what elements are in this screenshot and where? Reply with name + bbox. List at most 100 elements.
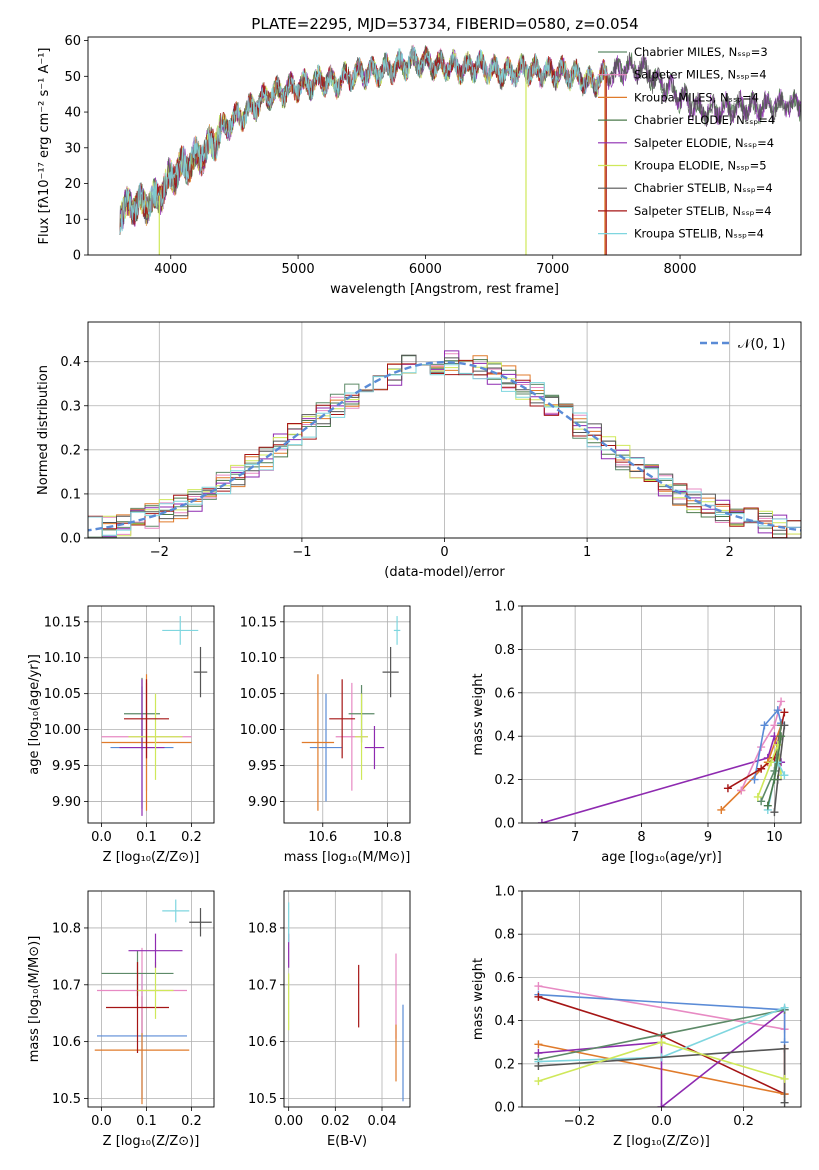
x-axis-label: Z [log₁₀(Z/Z⊙)]	[103, 850, 200, 865]
y-axis-label: Normed distribution	[36, 365, 51, 495]
x-tick-label: 2	[726, 545, 734, 560]
weight-marker	[717, 805, 726, 814]
panel-age-vs-mass: 10.6 10.8 9.90 9.95 10.00 10.05 10.10 10.15 mass…	[240, 605, 411, 865]
y-tick-label: 0.0	[494, 1101, 515, 1116]
y-tick-label: 0.6	[494, 686, 515, 701]
y-tick-label: 10.6	[52, 1035, 81, 1050]
y-tick-label: 60	[64, 34, 81, 49]
x-tick-label: 0.00	[274, 1114, 303, 1129]
y-tick-label: 0.4	[494, 1014, 515, 1029]
y-tick-label: 10.10	[240, 651, 277, 666]
plot-area	[88, 350, 801, 538]
legend-label: Kroupa STELIB, Nₛₛₚ=4	[634, 227, 764, 241]
x-tick-label: 1	[583, 545, 591, 560]
y-tick-label: 9.90	[52, 795, 81, 810]
legend-label: 𝒩(0, 1)	[738, 337, 785, 352]
y-tick-label: 10.5	[52, 1092, 81, 1107]
x-tick-label: 9	[704, 830, 712, 845]
y-tick-label: 0.4	[60, 355, 81, 370]
axes-frame	[87, 890, 215, 1108]
weight-marker	[763, 801, 772, 810]
y-tick-label: 9.90	[248, 795, 277, 810]
x-tick-label: 0.1	[136, 1114, 157, 1129]
panel-weight-vs-age: 7 8 9 10 0.0 0.2 0.4 0.6 0.8 1.0 age [log₁₀(age/yr…	[471, 600, 802, 865]
y-tick-label: 10.7	[248, 978, 277, 993]
y-tick-label: 10.7	[52, 978, 81, 993]
y-tick-label: 10.8	[52, 921, 81, 936]
axes-frame	[87, 36, 802, 256]
axes-frame	[87, 321, 802, 539]
weight-marker	[657, 1103, 666, 1107]
panel-mass-vs-Z: 0.0 0.1 0.2 10.5 10.6 10.7 10.8 Z [log₁₀(Z/Z⊙)]…	[27, 890, 215, 1149]
panel-mass-vs-ebv: 0.00 0.02 0.04 10.5 10.6 10.7 10.8 E(B-V)	[248, 890, 411, 1149]
axes-frame	[521, 890, 802, 1108]
weight-marker	[780, 1098, 789, 1107]
weight-marker	[723, 784, 732, 793]
y-tick-label: 10.15	[44, 615, 81, 630]
y-axis-label: Flux [fλ10⁻¹⁷ erg cm⁻² s⁻¹ A⁻¹]	[37, 48, 52, 245]
y-tick-label: 0.8	[494, 928, 515, 943]
legend-label: Kroupa ELODIE, Nₛₛₚ=5	[634, 159, 767, 173]
plot-area	[537, 697, 789, 823]
weight-line	[753, 708, 782, 780]
x-tick-label: 4000	[154, 262, 187, 277]
y-tick-label: 10.8	[248, 921, 277, 936]
weight-marker	[770, 775, 779, 784]
y-tick-label: 0.2	[494, 773, 515, 788]
legend-label: Chabrier STELIB, Nₛₛₚ=4	[634, 181, 773, 195]
x-tick-label: 0.0	[651, 1114, 672, 1129]
y-tick-label: 10.00	[44, 723, 81, 738]
y-tick-label: 30	[64, 141, 81, 156]
x-tick-label: 8000	[663, 262, 696, 277]
y-tick-label: 40	[64, 106, 81, 121]
figure-title: PLATE=2295, MJD=53734, FIBERID=0580, z=0…	[251, 15, 638, 33]
weight-marker	[757, 797, 766, 806]
y-axis-label: mass weight	[471, 958, 486, 1040]
x-tick-label: 0.0	[91, 830, 112, 845]
panel-residuals: −2 −1 0 1 2 0.0 0.1 0.2 0.3 0.4 (data-model)/error…	[36, 321, 802, 580]
legend: 𝒩(0, 1)	[700, 337, 785, 352]
x-axis-label: age [log₁₀(age/yr)]	[601, 850, 722, 865]
y-tick-label: 10	[64, 213, 81, 228]
x-tick-label: 10	[766, 830, 783, 845]
weight-marker	[780, 771, 789, 780]
x-tick-label: −0.2	[564, 1114, 596, 1129]
x-tick-label: 7	[571, 830, 579, 845]
legend-label: Chabrier MILES, Nₛₛₚ=3	[634, 45, 768, 59]
y-tick-label: 10.5	[248, 1092, 277, 1107]
plot-area	[288, 902, 404, 1102]
y-tick-label: 50	[64, 70, 81, 85]
panel-age-vs-Z: 0.0 0.1 0.2 9.90 9.95 10.00 10.05 10.10 10.15 Z […	[27, 605, 215, 865]
x-axis-label: (data-model)/error	[384, 565, 505, 580]
x-tick-label: 6000	[409, 262, 442, 277]
plot-area	[101, 616, 208, 816]
weight-marker	[657, 1038, 666, 1047]
x-tick-label: 0.2	[181, 830, 202, 845]
weight-marker	[777, 732, 786, 741]
weight-marker	[780, 708, 789, 717]
legend-label: Chabrier ELODIE, Nₛₛₚ=4	[634, 113, 775, 127]
y-tick-label: 0.3	[60, 399, 81, 414]
weight-marker	[750, 775, 759, 784]
weight-marker	[534, 1077, 543, 1086]
x-tick-label: −2	[150, 545, 169, 560]
weight-marker	[753, 792, 762, 801]
y-tick-label: 1.0	[494, 600, 515, 615]
x-tick-label: 0.02	[321, 1114, 350, 1129]
y-tick-label: 0.0	[60, 532, 81, 547]
legend-label: Kroupa MILES, Nₛₛₚ=4	[634, 90, 759, 104]
weight-marker	[780, 1003, 789, 1012]
weight-marker	[780, 1044, 789, 1053]
x-tick-label: 0.04	[368, 1114, 397, 1129]
x-tick-label: 5000	[282, 262, 315, 277]
weight-marker	[770, 808, 779, 817]
x-tick-label: 0.0	[91, 1114, 112, 1129]
y-tick-label: 10.05	[44, 687, 81, 702]
panel-spectrum: 4000 5000 6000 7000 8000 0 10 20 30 40 50 60 wavelen…	[37, 34, 802, 297]
x-tick-label: −1	[292, 545, 311, 560]
weight-marker	[534, 1061, 543, 1070]
weight-marker	[737, 786, 746, 795]
x-tick-label: 0.1	[136, 830, 157, 845]
x-axis-label: Z [log₁₀(Z/Z⊙)]	[613, 1134, 710, 1149]
